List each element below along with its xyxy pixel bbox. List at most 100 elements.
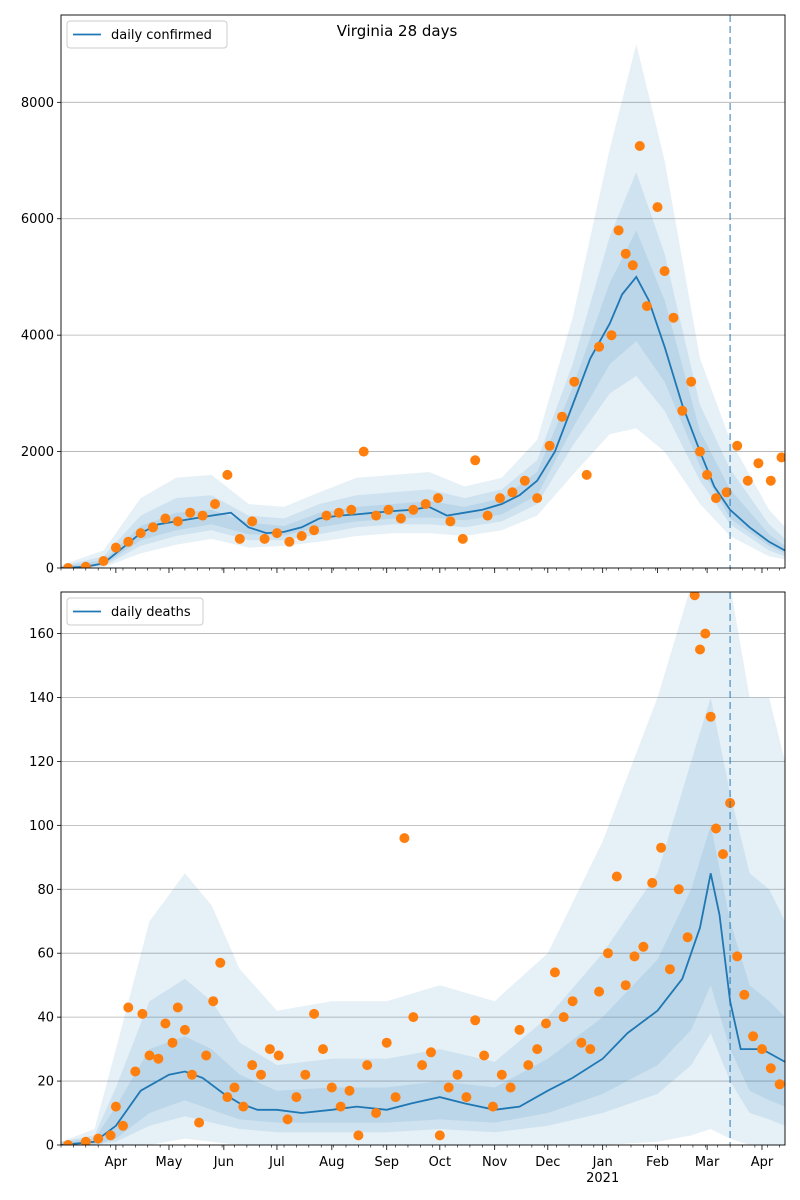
observed-point — [417, 1060, 428, 1071]
observed-point — [93, 1133, 104, 1144]
y-tick-label: 140 — [29, 691, 54, 706]
observed-point — [284, 536, 295, 547]
observed-point — [695, 446, 705, 457]
observed-point — [80, 561, 91, 568]
observed-point — [682, 932, 693, 943]
observed-point — [148, 522, 158, 533]
observed-point — [256, 1069, 266, 1080]
observed-point — [333, 507, 344, 518]
y-tick-label: 40 — [37, 1011, 54, 1026]
observed-point — [711, 493, 721, 504]
legend-label: daily confirmed — [111, 28, 212, 43]
observed-point — [659, 266, 670, 277]
observed-point — [470, 1015, 481, 1026]
observed-point — [434, 1130, 445, 1141]
observed-point — [282, 1114, 293, 1125]
observed-point — [395, 513, 406, 524]
y-tick-label: 0 — [46, 1139, 54, 1154]
observed-point — [63, 1140, 74, 1145]
observed-point — [695, 644, 705, 655]
observed-point — [399, 833, 410, 844]
observed-point — [105, 1130, 116, 1141]
observed-point — [742, 475, 753, 486]
observed-point — [505, 1082, 516, 1093]
observed-point — [558, 1012, 569, 1023]
observed-point — [689, 592, 700, 601]
observed-point — [627, 260, 638, 271]
model-line — [61, 275, 785, 568]
legend: daily confirmed — [66, 20, 228, 49]
observed-point — [185, 507, 196, 518]
observed-point — [123, 1002, 134, 1013]
observed-point — [594, 986, 605, 997]
observed-point — [426, 1047, 436, 1058]
observed-point — [123, 536, 134, 547]
legend-box — [66, 20, 228, 49]
observed-point — [197, 510, 208, 521]
observed-point — [247, 516, 258, 527]
observed-point — [215, 957, 226, 968]
observed-point — [487, 1101, 498, 1112]
observed-point — [613, 225, 624, 236]
observed-point — [774, 1079, 785, 1090]
observed-point — [300, 1069, 311, 1080]
observed-point — [210, 499, 220, 509]
axes-frame — [60, 14, 786, 569]
observed-point — [167, 1037, 178, 1048]
observed-point — [532, 1044, 543, 1055]
observed-point — [549, 967, 560, 978]
observed-point — [732, 951, 743, 962]
observed-point — [160, 513, 171, 524]
uncertainty-band-1 — [61, 172, 785, 568]
observed-point — [673, 884, 684, 895]
observed-point — [495, 493, 505, 504]
plot-area — [61, 15, 785, 568]
observed-point — [264, 1044, 275, 1055]
observed-point — [234, 533, 245, 544]
y-tick-label: 6000 — [21, 212, 54, 227]
observed-point — [408, 504, 419, 515]
observed-point — [247, 1060, 258, 1071]
observed-point — [187, 1069, 197, 1080]
observed-point — [677, 405, 688, 416]
x-tick-label: Sep — [374, 1155, 399, 1170]
observed-point — [569, 376, 580, 387]
y-tick-label: 20 — [37, 1075, 54, 1090]
observed-point — [594, 341, 605, 352]
legend-label: daily deaths — [111, 605, 191, 620]
observed-point — [229, 1082, 240, 1093]
observed-point — [321, 510, 332, 521]
x-tick-label: May — [156, 1155, 183, 1170]
observed-point — [371, 510, 382, 521]
observed-point — [452, 1069, 463, 1080]
observed-point — [144, 1050, 155, 1061]
x-tick-label: Apr — [105, 1155, 128, 1170]
observed-point — [620, 248, 631, 259]
legend-box — [66, 597, 204, 626]
observed-point — [656, 842, 667, 853]
observed-point — [482, 510, 493, 521]
confirmed-chart: 0 2000 4000 6000 8000 daily confirmed — [21, 14, 786, 577]
observed-point — [629, 951, 640, 962]
y-tick-label: 2000 — [21, 445, 54, 460]
observed-point — [557, 411, 567, 422]
observed-point — [291, 1092, 302, 1103]
observed-point — [732, 440, 743, 451]
observed-point — [326, 1082, 337, 1093]
observed-point — [371, 1108, 382, 1118]
x-tick-label: Jul — [268, 1155, 285, 1170]
x-tick-label: Nov — [482, 1155, 508, 1170]
observed-point — [581, 469, 592, 480]
axes-frame — [60, 591, 786, 1146]
observed-point — [160, 1018, 171, 1029]
observed-point — [721, 487, 732, 498]
uncertainty-band-2 — [61, 230, 785, 568]
observed-point — [664, 964, 675, 975]
observed-point — [135, 528, 146, 539]
deaths-chart: 0 20 40 60 80 100 120 140 160 daily deaths — [29, 591, 786, 1154]
observed-point — [259, 533, 270, 544]
observed-point — [110, 542, 121, 553]
observed-point — [757, 1044, 767, 1055]
observed-point — [222, 1092, 233, 1103]
